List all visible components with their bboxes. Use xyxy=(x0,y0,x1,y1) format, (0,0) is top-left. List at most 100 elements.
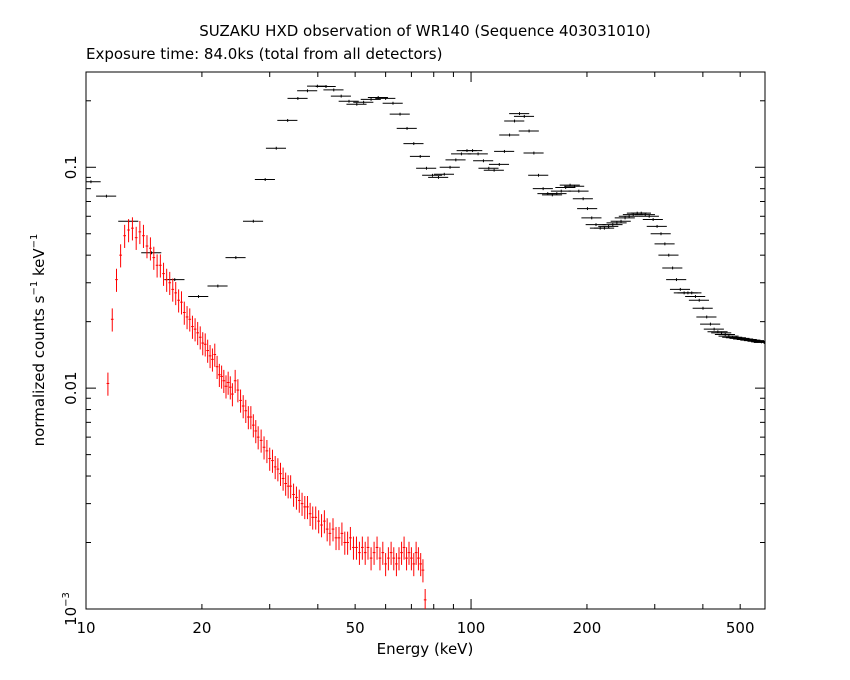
data-point xyxy=(618,214,639,218)
chart-title: SUZAKU HXD observation of WR140 (Sequenc… xyxy=(199,22,651,40)
data-point xyxy=(594,226,615,230)
data-point xyxy=(462,149,483,153)
data-point xyxy=(242,219,264,223)
x-tick-label: 10 xyxy=(76,619,95,637)
data-point xyxy=(363,541,367,565)
data-point xyxy=(375,536,379,560)
data-point xyxy=(366,536,370,560)
data-point xyxy=(349,526,352,551)
data-point xyxy=(276,458,280,482)
data-point xyxy=(249,406,253,430)
data-point xyxy=(714,333,735,336)
data-point xyxy=(273,456,277,480)
data-point xyxy=(568,189,589,193)
data-point xyxy=(281,467,285,491)
data-point xyxy=(488,163,510,166)
y-tick-label-base: 10 xyxy=(62,607,80,626)
data-point xyxy=(445,158,466,162)
data-point xyxy=(577,207,598,211)
data-point xyxy=(254,420,258,444)
data-point xyxy=(131,217,134,241)
data-point xyxy=(198,326,202,350)
data-point xyxy=(233,369,237,394)
data-point xyxy=(610,219,631,223)
data-point xyxy=(86,180,101,184)
data-point xyxy=(753,341,765,344)
y-axis-label-mid: keV xyxy=(30,248,48,281)
data-point xyxy=(337,526,341,551)
data-point xyxy=(467,152,488,156)
y-tick-labels: 0.1 0.01 10−3 xyxy=(61,155,80,626)
data-point xyxy=(289,475,292,499)
data-point xyxy=(292,483,295,507)
data-point xyxy=(700,322,721,326)
y-tick-label: 0.01 xyxy=(62,371,80,404)
data-point xyxy=(400,541,403,565)
data-point xyxy=(338,99,359,103)
data-point xyxy=(188,308,192,332)
data-point xyxy=(606,221,627,225)
data-point xyxy=(323,510,326,534)
data-point xyxy=(259,429,263,453)
data-point xyxy=(142,224,145,248)
data-point xyxy=(358,541,361,565)
data-point xyxy=(228,376,232,400)
data-point xyxy=(688,298,709,302)
data-point xyxy=(196,321,200,346)
data-point xyxy=(550,189,571,193)
data-point xyxy=(206,339,209,363)
data-point xyxy=(162,262,165,286)
data-point xyxy=(215,355,219,379)
x-tick-label: 100 xyxy=(457,619,486,637)
data-point xyxy=(317,510,320,534)
data-point xyxy=(403,142,424,146)
data-point xyxy=(384,553,387,577)
data-point xyxy=(110,308,114,332)
data-point xyxy=(421,559,425,583)
series-red xyxy=(106,217,427,609)
x-tick-label: 200 xyxy=(573,619,602,637)
data-point xyxy=(180,291,183,315)
data-point xyxy=(251,414,255,438)
data-point xyxy=(692,306,713,310)
data-point xyxy=(685,295,706,298)
data-point xyxy=(222,369,226,394)
data-point xyxy=(241,395,245,419)
data-point xyxy=(279,462,282,486)
x-tick-label: 50 xyxy=(346,619,365,637)
x-tick-label: 20 xyxy=(192,619,211,637)
data-point xyxy=(423,588,427,609)
data-point xyxy=(325,518,329,542)
data-point xyxy=(287,96,308,100)
data-point xyxy=(314,506,318,530)
data-point xyxy=(155,254,159,278)
data-point xyxy=(642,218,663,221)
data-point xyxy=(138,220,142,245)
data-point xyxy=(352,536,355,560)
data-point xyxy=(389,541,393,565)
data-point xyxy=(528,173,549,177)
data-point xyxy=(346,102,367,106)
data-point xyxy=(381,541,385,565)
data-point xyxy=(106,372,110,396)
chart-subtitle: Exposure time: 84.0ks (total from all de… xyxy=(86,45,442,63)
data-point xyxy=(211,348,214,372)
data-point xyxy=(185,306,189,330)
data-point xyxy=(119,244,122,268)
data-point xyxy=(585,223,606,227)
data-point xyxy=(265,146,287,150)
data-point xyxy=(546,192,567,196)
data-point xyxy=(203,333,207,357)
axis-ticks xyxy=(85,72,765,610)
data-point xyxy=(681,291,702,295)
y-tick-label-base: 0.1 xyxy=(62,155,80,179)
data-point xyxy=(159,254,162,278)
data-point xyxy=(523,151,544,155)
data-point xyxy=(246,406,250,430)
data-point xyxy=(331,518,335,542)
y-axis-label: normalized counts s−1 keV−1 xyxy=(29,234,48,447)
data-point xyxy=(407,541,411,565)
data-point xyxy=(564,184,585,188)
data-point xyxy=(417,547,420,571)
